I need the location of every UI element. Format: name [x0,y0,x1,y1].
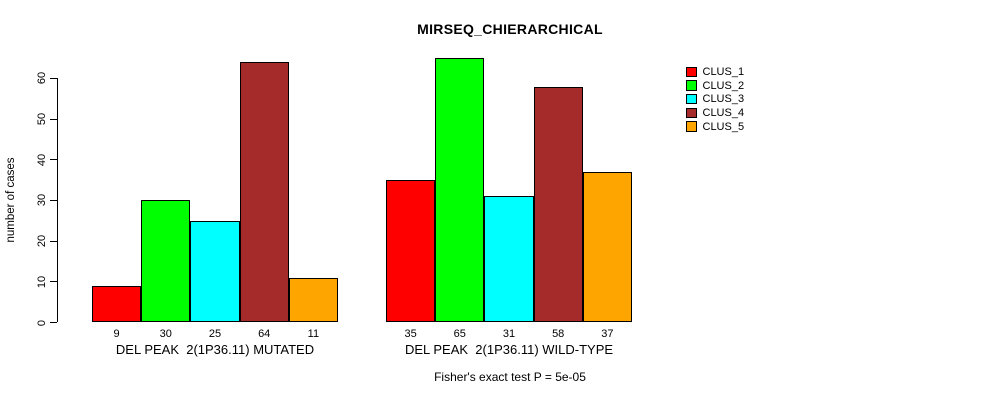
y-axis-line [56,78,58,323]
y-axis-tick [50,118,57,120]
bar-value-label: 9 [113,328,120,340]
legend-swatch-icon [686,93,697,105]
legend-item-clus_3: CLUS_3 [686,92,744,106]
y-axis-tick-label: 50 [36,113,48,126]
bar-clus_4 [533,86,583,323]
y-axis-tick [50,199,57,202]
bar-clus_1 [386,180,436,323]
bar-clus_2 [141,200,191,323]
y-axis-label: number of cases [5,157,17,243]
legend: CLUS_1 CLUS_2 CLUS_3 CLUS_4 CLUS_5 [686,65,744,133]
bar-clus_4 [239,62,289,323]
legend-label: CLUS_1 [702,65,745,78]
bar-clus_3 [484,196,534,323]
legend-label: CLUS_4 [702,106,745,119]
y-axis-tick [50,240,57,242]
bar-clus_3 [190,220,240,323]
y-axis-tick-label: 30 [36,194,48,207]
chart-title: MIRSEQ_CHIERARCHICAL [417,21,603,37]
bar-value-label: 25 [208,328,222,340]
legend-label: CLUS_3 [702,93,745,106]
legend-swatch-icon [686,66,697,78]
bar-value-label: 65 [453,328,466,340]
legend-swatch-icon [686,80,697,91]
bar-value-label: 58 [552,328,565,340]
legend-item-clus_2: CLUS_2 [686,79,744,93]
legend-item-clus_1: CLUS_1 [686,65,744,79]
y-axis-tick-label: 0 [36,319,48,326]
bar-value-label: 64 [258,328,271,340]
y-axis-tick [50,321,57,324]
bar-value-label: 31 [502,328,516,340]
legend-label: CLUS_5 [702,120,745,133]
legend-item-clus_5: CLUS_5 [686,120,744,134]
legend-item-clus_4: CLUS_4 [686,106,744,120]
y-axis-tick-label: 60 [36,72,48,85]
annotation-fisher-test: Fisher's exact test P = 5e-05 [434,370,586,384]
y-axis-tick-label: 20 [36,235,48,248]
group-label: DEL PEAK 2(1P36.11) MUTATED [115,342,315,357]
y-axis-tick [50,159,57,161]
bar-value-label: 37 [601,328,614,340]
group-label: DEL PEAK 2(1P36.11) WILD-TYPE [404,342,614,357]
y-axis-tick-label: 10 [36,275,48,288]
bar-value-label: 35 [404,328,417,340]
bar-value-label: 30 [159,328,172,340]
legend-swatch-icon [686,121,697,132]
bar-clus_1 [92,285,142,323]
legend-swatch-icon [686,107,697,119]
bar-clus_5 [288,277,338,323]
y-axis-tick [50,77,57,80]
legend-label: CLUS_2 [702,79,745,92]
bar-clus_2 [435,58,485,323]
bar-clus_5 [582,172,632,323]
y-axis-tick-label: 40 [36,153,48,166]
y-axis-tick [50,281,57,283]
bar-value-label: 11 [307,328,320,340]
